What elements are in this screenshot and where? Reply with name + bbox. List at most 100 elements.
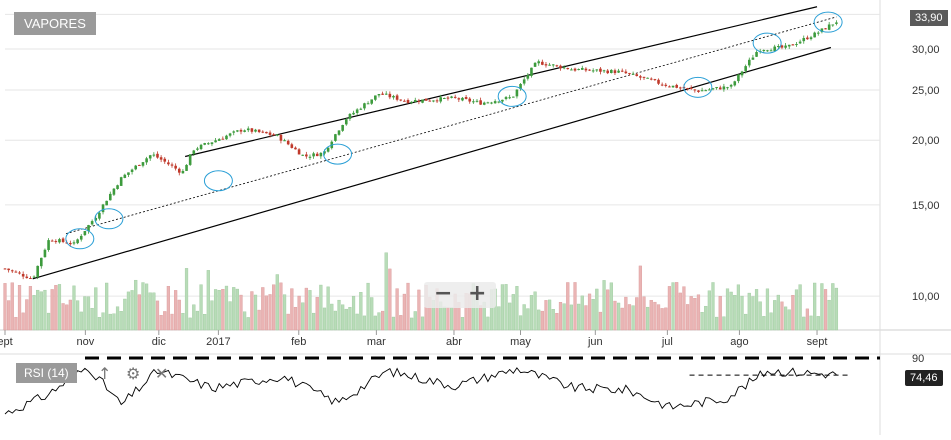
volume-bar (656, 304, 661, 331)
volume-bar (508, 302, 512, 331)
candle-body (606, 70, 609, 74)
zoom-in-button[interactable]: + (468, 281, 487, 306)
candle-body (207, 143, 210, 145)
volume-bar (548, 299, 552, 331)
candle-body (566, 68, 570, 70)
candle-body (174, 165, 177, 169)
volume-bar (105, 282, 109, 331)
volume-bar (228, 301, 232, 331)
volume-bar (268, 294, 272, 331)
volume-bar (486, 316, 490, 331)
candle-body (610, 69, 613, 74)
candle-body (620, 70, 624, 72)
candle-body (283, 140, 286, 142)
candle-body (737, 74, 740, 82)
candle-body (573, 68, 577, 71)
highlight-circle (65, 228, 95, 250)
candle-body (766, 50, 769, 52)
highlight-circle (323, 143, 353, 165)
candle-body (631, 73, 635, 75)
arrow-up-icon[interactable]: ↑ (98, 364, 112, 383)
candle-body (294, 147, 297, 150)
candle-body (686, 88, 689, 90)
volume-bar (243, 311, 247, 331)
volume-bar (773, 300, 777, 331)
candle-body (392, 95, 395, 98)
candle-body (504, 97, 508, 99)
volume-bar (823, 289, 828, 331)
candle-body (261, 131, 265, 133)
candle-body (217, 139, 221, 141)
candle-body (515, 89, 519, 97)
candle-body (312, 153, 315, 157)
candle-body (827, 24, 831, 30)
volume-bar (606, 289, 610, 331)
volume-bar (479, 305, 483, 331)
candle-body (21, 273, 25, 277)
candle-body (315, 153, 319, 157)
volume-bar (344, 308, 348, 331)
volume-bar (188, 317, 192, 331)
zoom-out-button[interactable]: − (434, 281, 453, 306)
candle-body (787, 44, 791, 47)
volume-bar (595, 288, 599, 331)
candle-body (279, 134, 283, 141)
candle-body (432, 100, 435, 102)
volume-bar (221, 289, 225, 331)
volume-bar (580, 295, 584, 331)
volume-bar (635, 297, 639, 331)
volume-bar (820, 283, 824, 331)
volume-bar (3, 283, 7, 331)
gear-icon[interactable]: ⚙ (126, 364, 141, 383)
candle-body (591, 70, 595, 72)
candle-body (417, 100, 421, 102)
candle-body (562, 67, 566, 69)
candle-body (32, 276, 36, 278)
volume-bar (620, 307, 624, 331)
volume-bar (177, 299, 181, 331)
candle-body (337, 130, 341, 135)
candle-body (87, 225, 90, 232)
volume-bar (337, 299, 341, 331)
candle-body (802, 38, 806, 42)
volume-bar (518, 315, 523, 331)
candle-body (254, 129, 257, 132)
candle-body (519, 84, 522, 89)
candle-body (305, 154, 308, 157)
volume-bar (722, 316, 726, 331)
candle-body (403, 100, 406, 102)
volume-bar (562, 303, 566, 331)
close-icon[interactable]: ✕ (155, 364, 169, 383)
y-tick-label: 10,00 (912, 291, 940, 303)
volume-bar (736, 284, 740, 331)
candle-body (7, 268, 10, 271)
volume-bar (675, 282, 679, 331)
y-tick-label: 25,00 (912, 85, 940, 97)
candle-body (232, 131, 236, 133)
candle-body (715, 87, 718, 89)
volume-bar (794, 289, 799, 331)
candle-body (809, 37, 813, 40)
candle-body (90, 221, 94, 225)
candle-body (152, 154, 156, 156)
rsi-line (4, 367, 837, 415)
candle-body (446, 97, 450, 99)
midline-channel-line (65, 16, 837, 235)
candle-body (192, 150, 196, 154)
volume-bar (359, 292, 363, 331)
support-channel-line (32, 46, 832, 280)
candle-body (130, 169, 134, 172)
volume-bar (275, 274, 279, 331)
highlight-circle (203, 170, 233, 192)
volume-bar (609, 282, 613, 331)
volume-bar (36, 289, 40, 331)
candle-body (116, 185, 119, 189)
volume-bar (141, 282, 145, 331)
volume-bar (39, 291, 43, 331)
volume-bar (391, 316, 396, 331)
candle-body (225, 135, 228, 140)
volume-bar (370, 297, 374, 331)
candle-body (508, 97, 511, 99)
volume-bar (762, 316, 766, 331)
candle-body (820, 28, 824, 33)
